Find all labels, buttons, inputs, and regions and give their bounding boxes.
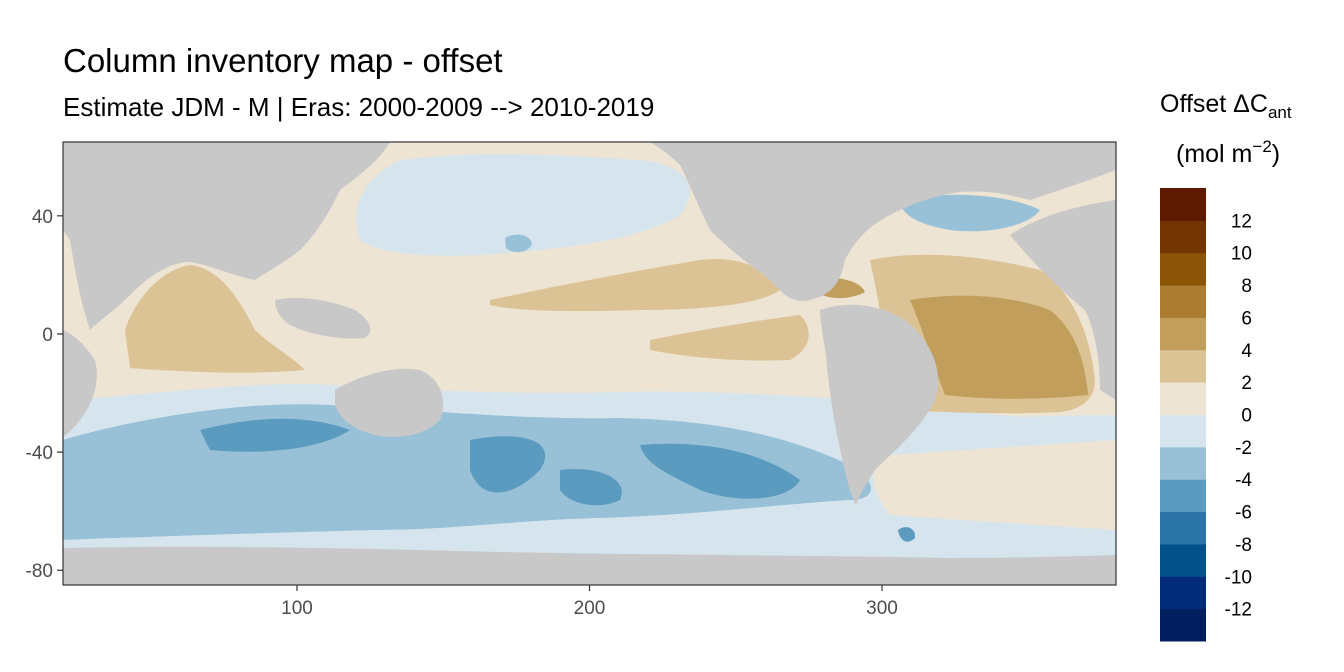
legend-label: 8 [1241,276,1252,297]
legend-label: -12 [1225,600,1252,621]
y-tick-label: -80 [26,561,53,582]
legend: Offset ΔCant (mol m−2) 12 10 8 6 4 2 0 -2 -4 -6 -8… [1160,90,1292,642]
legend-units: (mol m−2) [1176,137,1280,168]
y-tick-label: -40 [26,443,53,464]
pacific-tan-north [490,259,780,312]
land [63,142,1116,585]
legend-colorbar [1160,188,1206,642]
legend-label: -6 [1235,503,1252,524]
north-atlantic-blue [900,194,1040,232]
chart-title: Column inventory map - offset [63,42,503,79]
legend-swatch [1160,252,1206,286]
land-indonesia [275,298,371,339]
legend-swatch [1160,608,1206,642]
weddell-spot [898,527,916,542]
southern-band-dark-indian [200,418,350,452]
southern-band-dark-pacific-3 [560,469,622,506]
legend-label: 10 [1231,244,1252,265]
chart-subtitle: Estimate JDM - M | Eras: 2000-2009 --> 2… [63,92,655,122]
legend-title: Offset ΔCant [1160,90,1292,122]
legend-label: 4 [1241,341,1252,362]
x-tick-label: 200 [574,598,606,619]
legend-swatch [1160,576,1206,610]
legend-swatch [1160,285,1206,318]
indian-ocean-tan [125,265,305,373]
legend-label: 6 [1241,308,1252,329]
x-axis: 100 200 300 [281,585,898,619]
x-tick-label: 300 [866,598,898,619]
legend-label: -2 [1235,438,1252,459]
legend-swatch [1160,543,1206,577]
legend-swatch [1160,414,1206,448]
legend-label: 12 [1231,211,1252,232]
legend-label: -8 [1235,535,1252,556]
land-eurasia [63,142,390,330]
atlantic-brown [910,295,1088,399]
legend-swatch [1160,511,1206,545]
legend-swatch [1160,317,1206,351]
land-australia [335,368,444,437]
legend-label: 0 [1241,406,1252,427]
north-pacific-spot [505,234,532,253]
y-tick-label: 40 [32,207,53,228]
south-atlantic-beige [873,430,1116,530]
atlantic-light-band [890,415,1116,455]
legend-labels: 12 10 8 6 4 2 0 -2 -4 -6 -8 -10 -12 [1225,211,1253,620]
legend-swatch [1160,382,1206,415]
southern-band-dark-pacific-2 [640,443,800,499]
land-africa-east [63,330,97,437]
land-south-america [820,304,939,505]
legend-label: -4 [1235,470,1252,491]
legend-label: 2 [1241,373,1252,394]
map-panel [63,142,1116,585]
southern-band-dark-pacific-1 [470,436,546,493]
legend-swatch [1160,188,1206,221]
land-north-america [650,142,1116,301]
y-axis: 40 0 -40 -80 [26,207,63,582]
land-africa [1010,200,1116,400]
north-pacific-blue [356,154,690,256]
legend-swatch [1160,349,1206,383]
pacific-tan-south [650,315,809,361]
legend-swatch [1160,479,1206,513]
land-antarctica [63,546,1116,585]
x-tick-label: 100 [281,598,313,619]
legend-swatch [1160,220,1206,254]
y-tick-label: 0 [42,325,53,346]
legend-swatch [1160,446,1206,480]
legend-label: -10 [1225,567,1252,588]
